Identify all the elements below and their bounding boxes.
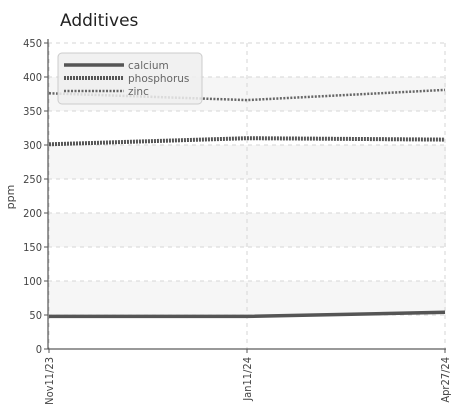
y-axis-label: ppm [4, 185, 17, 210]
series-lines [48, 88, 446, 319]
y-tick-label: 200 [23, 207, 42, 220]
y-tick-label: 50 [29, 309, 42, 322]
x-axis-ticks: Nov11/23 Jan11/24 Apr27/24 [43, 349, 452, 405]
y-tick-label: 250 [23, 173, 42, 186]
y-tick-label: 450 [23, 37, 42, 50]
y-tick-label: 0 [36, 343, 42, 356]
y-tick-label: 100 [23, 275, 42, 288]
series-line-phosphorus [48, 136, 446, 147]
y-tick-label: 300 [23, 139, 42, 152]
series-line-calcium [49, 310, 446, 319]
y-tick-label: 400 [23, 71, 42, 84]
x-tick-label: Nov11/23 [43, 357, 56, 405]
chart-title: Additives [60, 11, 139, 31]
legend-label-zinc: zinc [128, 86, 149, 98]
y-tick-label: 350 [23, 105, 42, 118]
series-line-zinc [48, 88, 446, 102]
y-axis-ticks: 0 50 100 150 200 250 300 350 400 450 [23, 37, 48, 356]
y-tick-label: 150 [23, 241, 42, 254]
x-tick-label: Jan11/24 [241, 357, 254, 402]
legend-label-calcium: calcium [128, 60, 169, 72]
x-tick-label: Apr27/24 [439, 357, 452, 403]
legend-label-phosphorus: phosphorus [128, 73, 189, 85]
